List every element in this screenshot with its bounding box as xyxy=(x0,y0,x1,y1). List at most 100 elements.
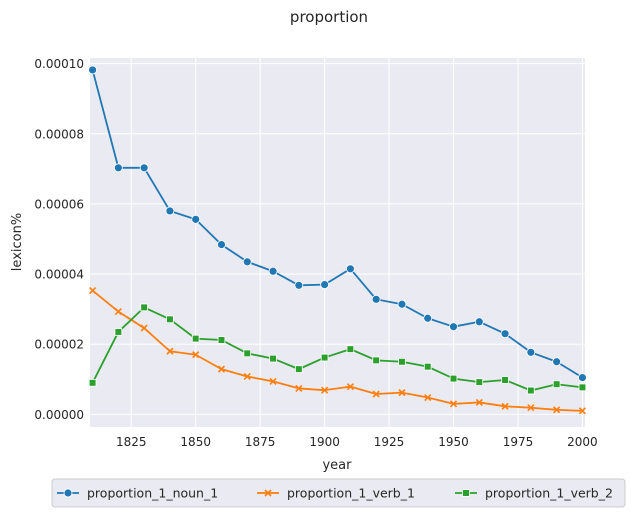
data-point xyxy=(140,303,148,312)
x-marker-stroke xyxy=(449,400,458,408)
data-point xyxy=(63,488,73,498)
data-point xyxy=(320,353,329,362)
data-point xyxy=(526,347,536,357)
x-marker-stroke xyxy=(424,393,432,402)
data-point xyxy=(500,329,510,339)
data-point xyxy=(268,266,278,276)
data-point xyxy=(88,65,97,75)
series-line xyxy=(92,289,583,412)
y-axis-label: lexicon% xyxy=(10,213,25,271)
data-point xyxy=(139,163,149,173)
x-marker-stroke xyxy=(269,377,277,385)
data-point xyxy=(166,315,174,324)
data-point xyxy=(191,334,200,343)
legend-entry: proportion_1_verb_2 xyxy=(455,486,613,501)
data-point xyxy=(449,322,458,332)
chart-title: proportion xyxy=(290,8,368,26)
legend: proportion_1_noun_1 proportion_1_verb_1 pr… xyxy=(57,486,613,501)
data-point xyxy=(264,489,272,497)
x-marker-stroke xyxy=(321,386,329,394)
x-marker-stroke xyxy=(140,324,148,332)
data-point xyxy=(578,383,587,392)
data-point xyxy=(243,349,252,358)
data-point xyxy=(165,206,175,216)
data-point xyxy=(371,294,381,304)
legend-label: proportion_1_noun_1 xyxy=(87,486,218,501)
series-layer xyxy=(88,65,587,415)
data-point xyxy=(475,398,483,407)
data-point xyxy=(424,393,432,402)
data-point xyxy=(462,489,470,497)
x-tick-label: 1900 xyxy=(309,435,340,449)
data-point xyxy=(501,402,509,410)
legend-entry: proportion_1_noun_1 xyxy=(57,486,218,501)
data-point xyxy=(217,365,226,373)
y-tick-label: 0.00008 xyxy=(34,127,84,141)
data-point xyxy=(295,384,303,392)
data-point xyxy=(527,404,535,412)
x-marker-stroke xyxy=(89,286,97,295)
x-tick-label: 1975 xyxy=(503,435,534,449)
data-point xyxy=(552,357,562,367)
x-tick-label: 1925 xyxy=(374,435,405,449)
data-point xyxy=(269,354,277,363)
data-point xyxy=(140,324,148,332)
data-point xyxy=(295,365,303,373)
x-marker-stroke xyxy=(264,489,272,497)
data-point xyxy=(578,373,587,382)
data-point xyxy=(449,400,458,408)
data-point xyxy=(192,351,200,359)
legend-entry: proportion_1_verb_1 xyxy=(257,486,415,501)
data-point xyxy=(166,347,174,355)
data-point xyxy=(449,374,458,383)
data-point xyxy=(397,299,407,309)
data-point xyxy=(191,214,201,224)
series-proportion_1_noun_1 xyxy=(88,65,587,382)
data-point xyxy=(423,313,433,323)
tick-labels: 1825 1850 1875 1900 1925 1950 1975 2000 0.00000 0… xyxy=(34,57,597,449)
data-point xyxy=(113,163,123,173)
x-marker-stroke xyxy=(192,351,200,359)
data-point xyxy=(372,390,380,398)
data-point xyxy=(501,376,509,384)
data-point xyxy=(398,389,406,397)
data-point xyxy=(114,328,123,336)
data-point xyxy=(552,380,561,389)
legend-box xyxy=(51,478,626,508)
data-point xyxy=(578,407,586,415)
x-tick-label: 1875 xyxy=(245,435,276,449)
x-marker-stroke xyxy=(553,406,561,414)
x-marker-stroke xyxy=(346,383,354,391)
legend-label: proportion_1_verb_2 xyxy=(485,486,613,501)
x-marker-stroke xyxy=(475,398,483,407)
data-point xyxy=(553,406,561,414)
x-tick-label: 1825 xyxy=(116,435,147,449)
data-point xyxy=(89,286,97,295)
data-point xyxy=(474,317,484,327)
data-point xyxy=(217,240,226,250)
data-point xyxy=(217,336,226,344)
data-point xyxy=(88,379,97,387)
series-line xyxy=(91,69,583,379)
x-marker-stroke xyxy=(398,389,406,397)
data-point xyxy=(346,383,354,391)
y-tick-label: 0.00006 xyxy=(34,197,84,211)
data-point xyxy=(346,345,355,353)
series-proportion_1_verb_1 xyxy=(89,286,586,415)
data-point xyxy=(321,386,329,394)
data-point xyxy=(475,378,484,386)
data-point xyxy=(398,357,406,366)
x-marker-stroke xyxy=(217,365,226,373)
x-marker-stroke xyxy=(243,372,251,381)
y-tick-label: 0.00010 xyxy=(34,57,84,71)
y-tick-label: 0.00000 xyxy=(34,408,84,422)
x-marker-stroke xyxy=(527,404,535,412)
data-point xyxy=(242,257,252,267)
data-point xyxy=(320,280,330,289)
x-marker-stroke xyxy=(578,407,586,415)
x-axis-label: year xyxy=(322,458,352,473)
x-tick-label: 1850 xyxy=(180,435,211,449)
data-point xyxy=(527,386,535,395)
